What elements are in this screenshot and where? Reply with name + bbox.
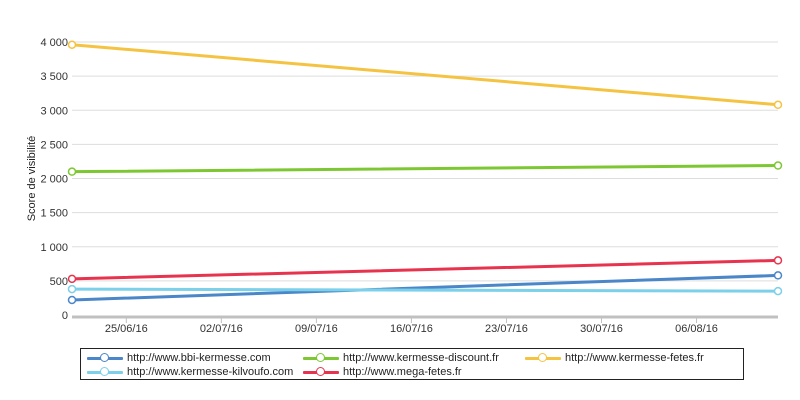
legend-label: http://www.kermesse-fetes.fr: [565, 352, 704, 364]
legend-swatch: [525, 352, 561, 364]
x-tick-label: 06/08/16: [675, 323, 718, 335]
legend-entry: http://www.bbi-kermesse.com: [87, 351, 271, 365]
x-tick-label: 30/07/16: [580, 323, 623, 335]
legend-label: http://www.kermesse-kilvoufo.com: [127, 366, 294, 378]
data-point: [773, 256, 783, 265]
data-point: [67, 40, 77, 49]
y-tick-label: 1 000: [40, 242, 68, 254]
x-tick-label: 25/06/16: [105, 323, 148, 335]
y-tick-label: 3 500: [40, 71, 68, 83]
data-point: [67, 284, 77, 294]
legend-label: http://www.kermesse-discount.fr: [343, 352, 499, 364]
y-tick-label: 1 500: [40, 208, 68, 220]
legend-label: http://www.bbi-kermesse.com: [127, 352, 271, 364]
data-point: [773, 161, 783, 170]
data-point: [67, 167, 77, 176]
legend-swatch: [303, 366, 339, 378]
data-point: [67, 274, 77, 284]
y-tick-label: 2 000: [40, 174, 68, 186]
legend-swatch: [303, 352, 339, 364]
legend-entry: http://www.mega-fetes.fr: [303, 365, 462, 379]
legend-label: http://www.mega-fetes.fr: [343, 366, 462, 378]
series-line: [70, 258, 780, 281]
series-line: [70, 273, 780, 302]
x-tick-label: 23/07/16: [485, 323, 528, 335]
chart-legend: http://www.bbi-kermesse.com http://www.ke…: [80, 348, 744, 380]
series-line: [70, 287, 780, 293]
series-line: [70, 43, 780, 107]
legend-swatch: [87, 352, 123, 364]
y-tick-label: 4 000: [40, 37, 68, 49]
y-tick-label: 2 500: [40, 139, 68, 151]
series-line: [70, 164, 780, 174]
x-tick-label: 16/07/16: [390, 323, 433, 335]
data-point: [773, 286, 783, 296]
y-tick-label: 0: [62, 310, 68, 322]
y-axis-title: Score de visibilité: [26, 136, 38, 222]
legend-entry: http://www.kermesse-kilvoufo.com: [87, 365, 293, 379]
legend-entry: http://www.kermesse-discount.fr: [303, 351, 499, 365]
legend-swatch: [87, 366, 123, 378]
data-point: [67, 295, 77, 305]
y-tick-label: 500: [50, 276, 68, 288]
x-tick-label: 09/07/16: [295, 323, 338, 335]
legend-entry: http://www.kermesse-fetes.fr: [525, 351, 704, 365]
data-point: [773, 100, 783, 110]
x-tick-label: 02/07/16: [200, 323, 243, 335]
y-tick-label: 3 000: [40, 105, 68, 117]
data-point: [773, 271, 783, 280]
